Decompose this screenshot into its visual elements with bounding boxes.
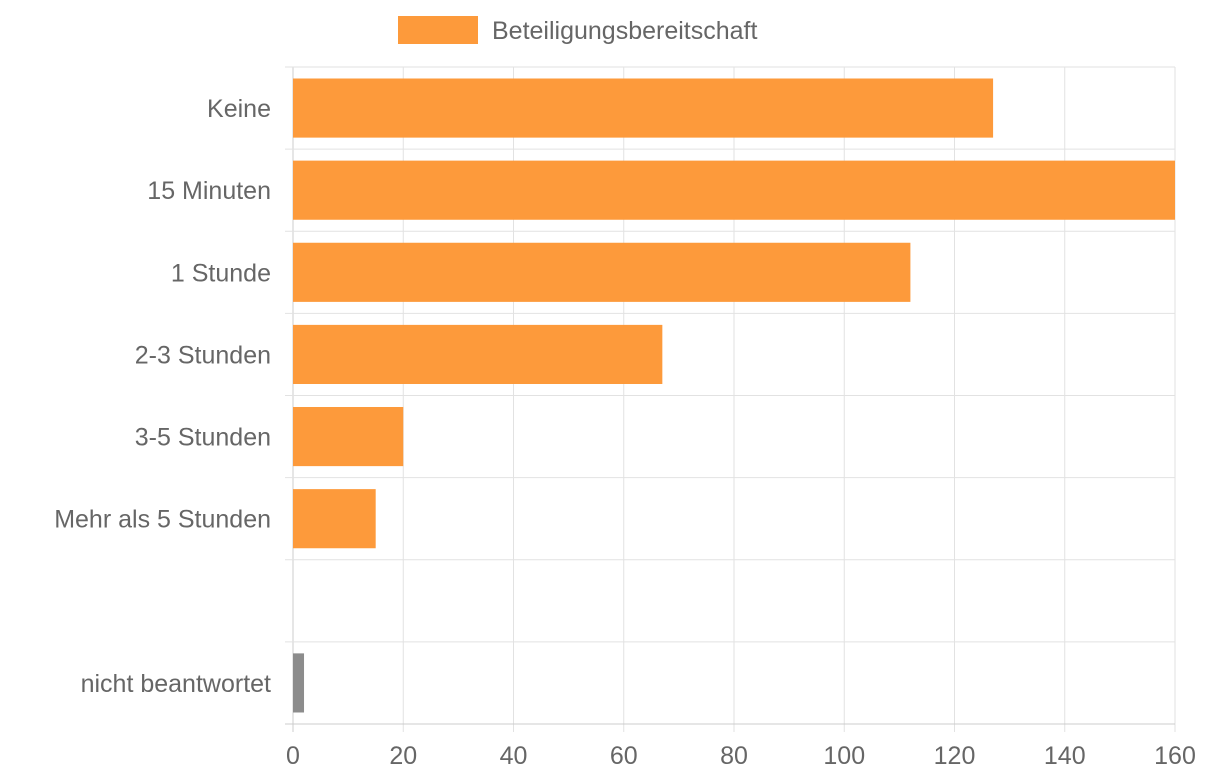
legend-label: Beteiligungsbereitschaft (492, 17, 757, 45)
x-tick-label: 100 (823, 742, 865, 770)
x-tick-label: 0 (286, 742, 300, 770)
y-category-label: Keine (207, 95, 271, 123)
bars (293, 78, 1175, 713)
y-category-label: 1 Stunde (171, 259, 271, 287)
x-tick-label: 140 (1044, 742, 1086, 770)
legend-swatch (398, 16, 478, 44)
y-category-label: Mehr als 5 Stunden (54, 506, 271, 534)
bar (293, 160, 1175, 220)
bar (293, 78, 994, 138)
bar (293, 242, 911, 302)
y-category-label: 3-5 Stunden (135, 424, 271, 452)
x-tick-label: 120 (934, 742, 976, 770)
bar (293, 406, 404, 467)
x-tick-label: 40 (500, 742, 528, 770)
y-category-label: 2-3 Stunden (135, 341, 271, 369)
y-category-label: 15 Minuten (147, 177, 271, 205)
legend[interactable]: Beteiligungsbereitschaft (398, 16, 757, 45)
x-tick-label: 20 (389, 742, 417, 770)
y-category-label: nicht beantwortet (81, 670, 271, 698)
axes: 0 20 40 60 80 100 120 140 160 Keine 15 Minuten 1 St… (54, 95, 1196, 770)
x-tick-label: 80 (720, 742, 748, 770)
bar (293, 653, 305, 713)
bar (293, 489, 376, 549)
x-tick-label: 160 (1154, 742, 1196, 770)
x-tick-label: 60 (610, 742, 638, 770)
bar (293, 324, 663, 385)
